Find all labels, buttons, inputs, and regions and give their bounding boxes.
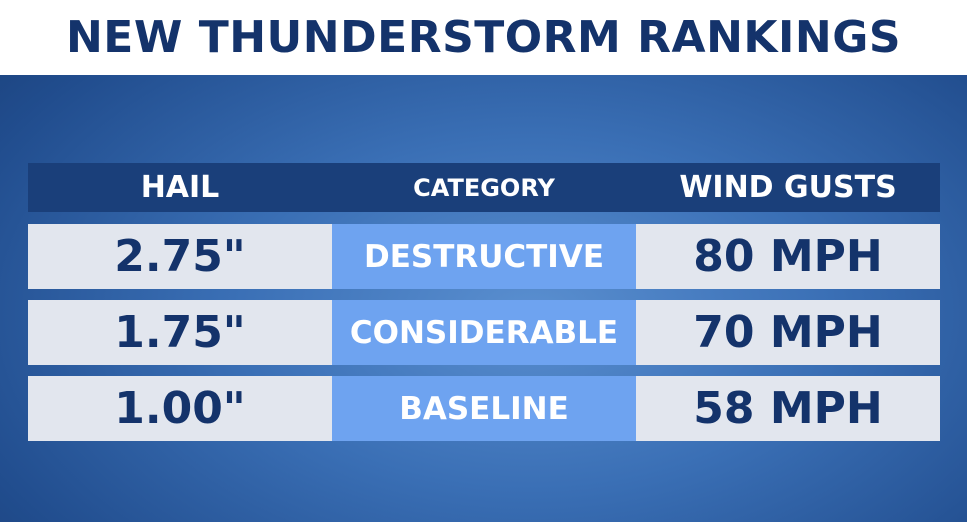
value-cell: 80 MPH — [636, 224, 940, 289]
category-cell: BASELINE — [332, 376, 636, 441]
category-cell: CONSIDERABLE — [332, 300, 636, 365]
value-cell: 58 MPH — [636, 376, 940, 441]
value-cell: 1.00" — [28, 376, 332, 441]
column-header: CATEGORY — [332, 163, 636, 212]
value-cell: 1.75" — [28, 300, 332, 365]
title: NEW THUNDERSTORM RANKINGS — [65, 12, 902, 63]
category-cell: DESTRUCTIVE — [332, 224, 636, 289]
column-header: HAIL — [28, 163, 332, 212]
column-header: WIND GUSTS — [636, 163, 940, 212]
value-cell: 2.75" — [28, 224, 332, 289]
value-cell: 70 MPH — [636, 300, 940, 365]
title-banner: NEW THUNDERSTORM RANKINGS — [0, 0, 967, 75]
